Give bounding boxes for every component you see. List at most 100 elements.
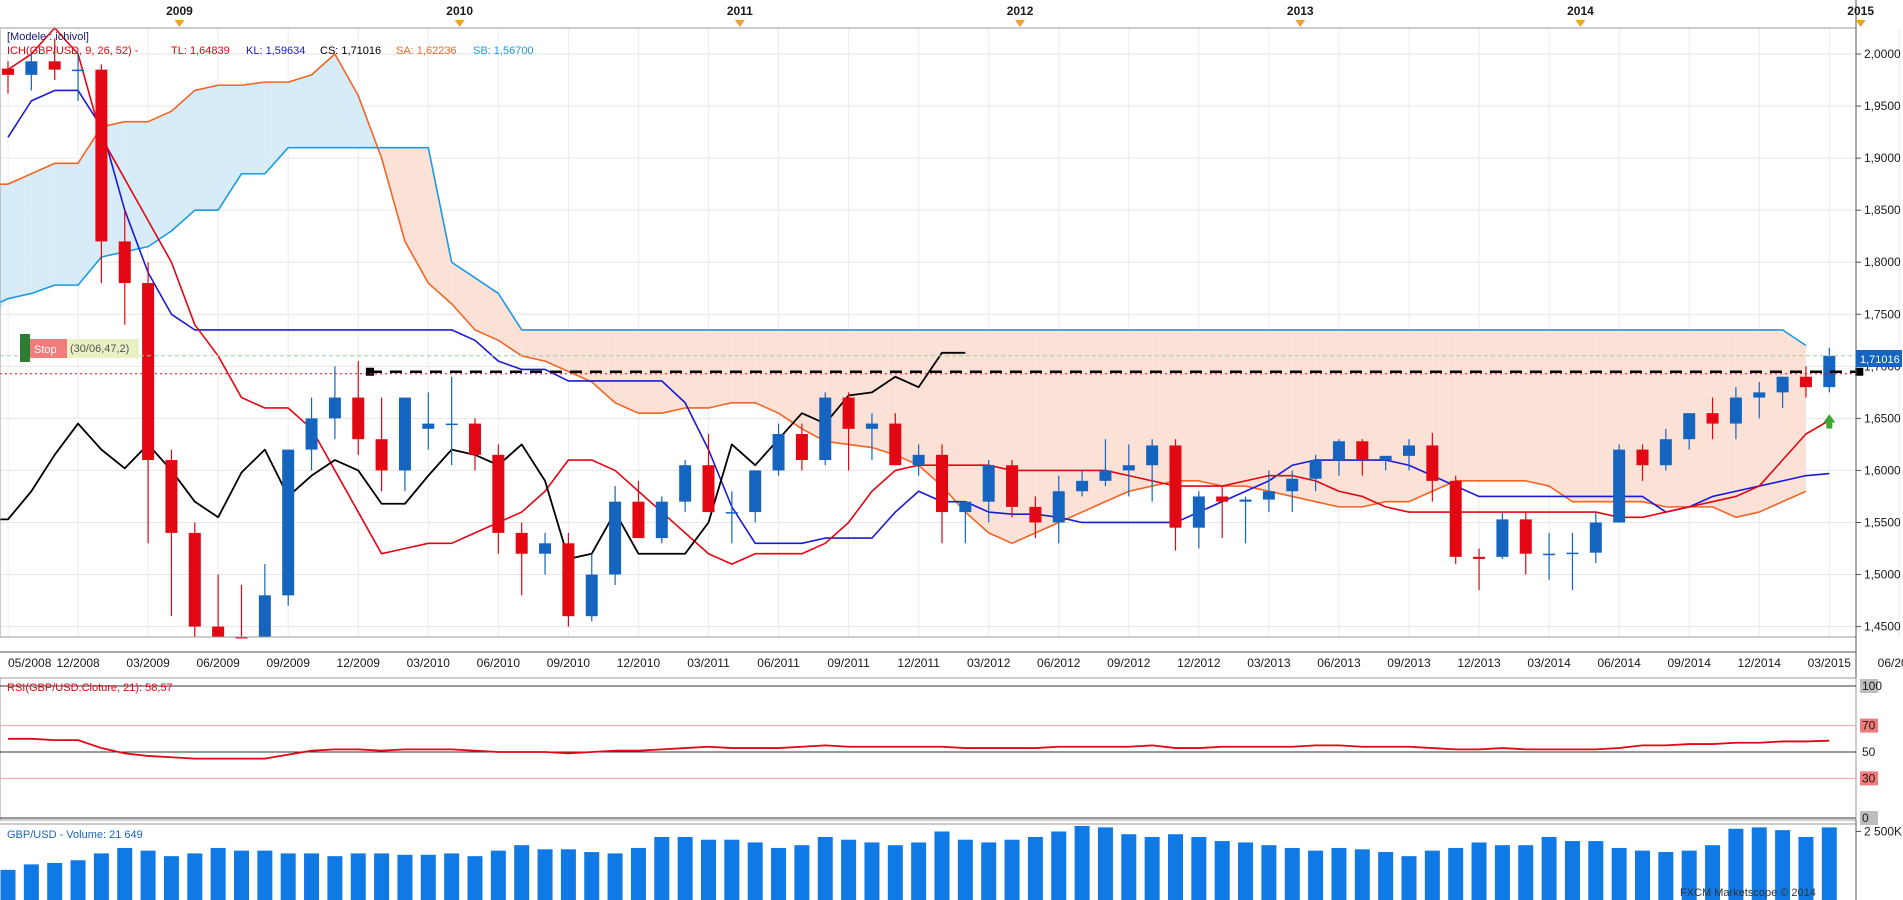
- legend-kl: KL: 1,59634: [246, 45, 305, 57]
- buy-arrow-icon: [1823, 414, 1836, 423]
- candle-body: [422, 423, 435, 429]
- cloud-segment: [731, 329, 756, 403]
- candle-body: [469, 423, 481, 455]
- candle-body: [749, 470, 762, 513]
- senkou-span-a-line: [0, 53, 1807, 545]
- candle-body: [258, 595, 271, 637]
- candle-body: [562, 543, 575, 617]
- candle-body: [1122, 465, 1135, 471]
- volume-bar: [677, 836, 693, 900]
- stop-handle[interactable]: [20, 334, 30, 362]
- date-tick-label: 06/2015: [1878, 656, 1903, 670]
- volume-bar: [911, 842, 927, 900]
- cloud-segment: [428, 147, 452, 304]
- candle-body: [1262, 491, 1275, 500]
- year-marker-icon: [1015, 20, 1026, 27]
- volume-bar: [887, 845, 903, 900]
- rsi-level-badge: [1860, 771, 1878, 786]
- candlesticks: [2, 38, 1836, 639]
- volume-bar: [747, 842, 763, 900]
- price-tick-label: 1,7500: [1864, 307, 1901, 321]
- candle-body: [1729, 397, 1742, 424]
- rsi-level-label: 50: [1862, 745, 1876, 759]
- date-tick-label: 06/2011: [757, 656, 800, 670]
- volume-bar: [934, 831, 950, 900]
- cloud-segment: [1362, 329, 1386, 507]
- date-tick-label: 06/2010: [477, 656, 521, 670]
- cloud-segment: [288, 74, 312, 148]
- date-tick-label: 09/2013: [1387, 656, 1431, 670]
- volume-bar: [1751, 827, 1767, 900]
- price-tick-label: 1,8500: [1864, 203, 1901, 217]
- candle-body: [2, 68, 14, 75]
- rsi-level-badge: [1860, 811, 1878, 825]
- cloud-segment: [591, 329, 616, 403]
- candle-body: [1006, 465, 1019, 507]
- candle-body: [842, 397, 855, 429]
- stop-marker[interactable]: Stop (30/06,47,2): [20, 334, 139, 362]
- candle-body: [305, 418, 318, 450]
- volume-bar: [1308, 850, 1324, 900]
- volume-bar: [1331, 847, 1347, 900]
- volume-bar: [350, 853, 366, 900]
- buy-arrow-stem: [1826, 422, 1833, 429]
- cloud-segment: [1338, 329, 1363, 507]
- stop-badge: [30, 339, 67, 358]
- candle-body: [609, 501, 622, 575]
- year-marker-icon: [1295, 20, 1306, 27]
- volume-bar: [93, 853, 109, 900]
- price-tag-box: [1856, 350, 1902, 367]
- candle-body: [912, 454, 925, 466]
- cloud-segment: [498, 293, 522, 356]
- candle-body: [1286, 478, 1299, 492]
- volume-bar: [304, 853, 320, 900]
- legend-sa: SA: 1,62236: [396, 45, 457, 57]
- volume-bar: [794, 845, 810, 900]
- candle-body: [165, 460, 178, 533]
- date-tick-label: 03/2010: [407, 656, 451, 670]
- candle-body: [515, 532, 528, 554]
- candle-body: [889, 423, 902, 466]
- cloud-segment: [171, 90, 195, 231]
- volume-bar: [210, 847, 226, 900]
- year-marker-icon: [174, 20, 185, 27]
- cloud-segment: [1502, 329, 1526, 481]
- volume-bar: [1354, 849, 1370, 900]
- candle-body: [1659, 439, 1672, 466]
- volume-bar: [1074, 826, 1090, 900]
- price-tag: 1,71016: [1856, 350, 1902, 367]
- volume-bar: [374, 853, 390, 900]
- legend-model: [Modele : ichivol]: [7, 31, 89, 43]
- cloud-segment: [1525, 329, 1550, 487]
- date-tick-label: 06/2013: [1317, 656, 1361, 670]
- cloud-segment: [1268, 329, 1293, 497]
- date-tick-label: 12/2013: [1457, 656, 1501, 670]
- rsi-level-label: 70: [1862, 719, 1876, 733]
- volume-bar: [1658, 852, 1674, 900]
- volume-bar: [490, 850, 506, 900]
- cloud-segment: [241, 82, 265, 174]
- candle-body: [25, 61, 38, 75]
- candle-body: [539, 543, 552, 554]
- price-tick-label: 1,5000: [1864, 568, 1901, 582]
- cloud-segment: [54, 163, 79, 286]
- candle-body: [352, 397, 365, 440]
- candle-body: [585, 574, 598, 617]
- date-tick-label: 09/2009: [267, 656, 311, 670]
- volume-bar: [701, 839, 716, 900]
- date-tick-label: 12/2010: [617, 656, 661, 670]
- volume-bar: [630, 847, 646, 900]
- rsi-level-label: 100: [1862, 679, 1882, 693]
- year-label: 2011: [727, 4, 753, 18]
- volume-bar: [864, 842, 880, 900]
- year-label: 2010: [446, 4, 473, 18]
- year-marker-icon: [1575, 20, 1586, 27]
- volume-bar: [841, 839, 857, 900]
- volume-bar: [1097, 827, 1113, 900]
- cloud-segment: [404, 147, 429, 284]
- cloud-segment: [545, 329, 569, 372]
- kijun-line: [7, 89, 1830, 545]
- candle-body: [1543, 553, 1556, 556]
- cloud-segment: [521, 329, 546, 362]
